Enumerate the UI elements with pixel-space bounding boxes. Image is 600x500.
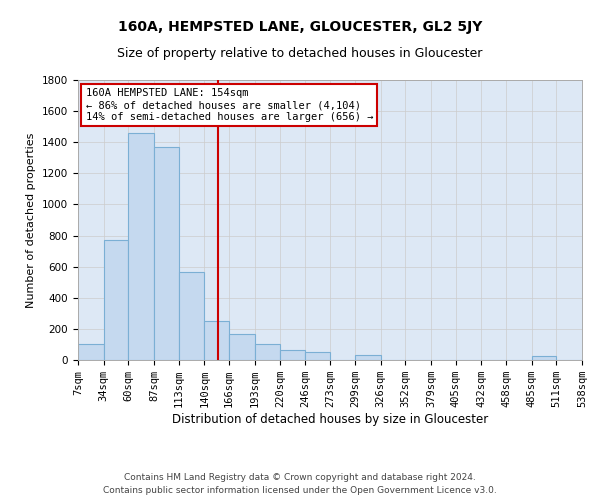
Bar bbox=[229, 334, 254, 360]
Text: Contains HM Land Registry data © Crown copyright and database right 2024.
Contai: Contains HM Land Registry data © Crown c… bbox=[103, 473, 497, 495]
Bar bbox=[280, 350, 305, 360]
Y-axis label: Number of detached properties: Number of detached properties bbox=[26, 132, 37, 308]
Bar bbox=[128, 133, 154, 360]
Bar bbox=[179, 272, 204, 360]
Text: Size of property relative to detached houses in Gloucester: Size of property relative to detached ho… bbox=[118, 48, 482, 60]
Bar bbox=[355, 356, 381, 360]
Bar bbox=[154, 147, 179, 360]
Bar bbox=[532, 356, 556, 360]
Text: 160A HEMPSTED LANE: 154sqm
← 86% of detached houses are smaller (4,104)
14% of s: 160A HEMPSTED LANE: 154sqm ← 86% of deta… bbox=[86, 88, 373, 122]
Bar bbox=[78, 344, 104, 360]
Bar bbox=[204, 321, 229, 360]
Bar bbox=[104, 240, 128, 360]
Bar bbox=[305, 352, 331, 360]
Bar bbox=[254, 344, 280, 360]
Text: 160A, HEMPSTED LANE, GLOUCESTER, GL2 5JY: 160A, HEMPSTED LANE, GLOUCESTER, GL2 5JY bbox=[118, 20, 482, 34]
X-axis label: Distribution of detached houses by size in Gloucester: Distribution of detached houses by size … bbox=[172, 413, 488, 426]
